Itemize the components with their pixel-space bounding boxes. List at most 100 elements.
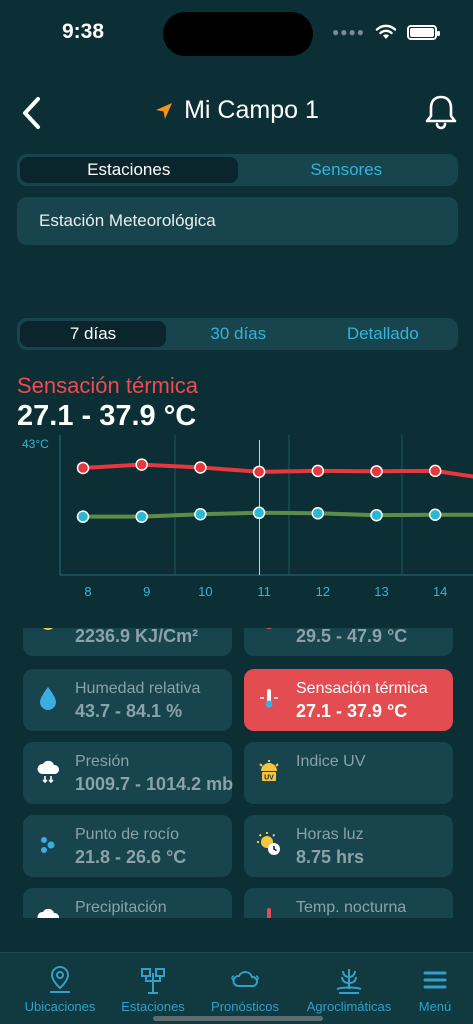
source-tabs: Estaciones Sensores bbox=[17, 154, 458, 186]
temperature-icon bbox=[256, 628, 282, 638]
daylight-clock-icon bbox=[256, 829, 282, 859]
station-selector[interactable]: Estación Meteorológica bbox=[17, 197, 458, 245]
series-0-point-4 bbox=[311, 464, 325, 478]
metric-value: 27.1 - 37.9 °C bbox=[17, 400, 197, 432]
card-daylight[interactable]: Horas luz 8.75 hrs bbox=[244, 815, 453, 877]
card-dew-point[interactable]: Punto de rocío 21.8 - 26.6 °C bbox=[23, 815, 232, 877]
series-1-point-4 bbox=[311, 507, 325, 520]
series-1-point-0 bbox=[76, 510, 90, 523]
card-pressure[interactable]: Presión 1009.7 - 1014.2 mb bbox=[23, 742, 234, 804]
tab-estaciones[interactable]: Estaciones bbox=[20, 157, 238, 183]
x-axis-ticks: 8 9 10 11 12 13 14 bbox=[84, 584, 447, 599]
card-night-temp-label: Temp. nocturna bbox=[296, 899, 407, 916]
dew-drops-icon bbox=[35, 829, 61, 859]
thermometer-icon bbox=[256, 683, 282, 713]
bottom-nav: Ubicaciones Estaciones Pronósticos bbox=[0, 952, 473, 1024]
chevron-left-icon bbox=[23, 97, 40, 129]
location-arrow-icon bbox=[156, 102, 173, 119]
station-icon bbox=[139, 965, 167, 995]
nav-pronosticos[interactable]: Pronósticos bbox=[208, 965, 282, 1014]
tab-30-dias[interactable]: 30 días bbox=[210, 324, 267, 343]
radiation-icon bbox=[35, 628, 61, 638]
card-temperature-value: 29.5 - 47.9 °C bbox=[296, 628, 408, 646]
nav-estaciones-label: Estaciones bbox=[121, 999, 185, 1014]
water-drop-icon bbox=[35, 683, 61, 713]
status-icons: ●●●● bbox=[332, 24, 440, 40]
range-tabs: 7 días 30 días Detallado bbox=[17, 318, 458, 350]
x-tick-label-4: 12 bbox=[316, 584, 330, 599]
card-dew-point-value: 21.8 - 26.6 °C bbox=[75, 847, 187, 867]
bell-icon bbox=[425, 95, 457, 130]
card-humidity-value: 43.7 - 84.1 % bbox=[75, 701, 183, 721]
status-bar: 9:38 ●●●● bbox=[0, 0, 473, 60]
series-1-point-5 bbox=[370, 508, 383, 522]
card-night-temp[interactable]: Temp. nocturna bbox=[244, 888, 453, 918]
x-tick-label-1: 9 bbox=[143, 584, 150, 599]
chart-series bbox=[82, 462, 473, 519]
svg-text:UV: UV bbox=[264, 775, 274, 782]
night-thermometer-icon bbox=[256, 902, 282, 918]
chart-grid bbox=[59, 435, 473, 576]
map-pin-icon bbox=[47, 965, 73, 995]
card-thermal[interactable]: Sensación térmica 27.1 - 37.9 °C bbox=[244, 669, 453, 731]
cloud-icon bbox=[230, 965, 260, 995]
nav-menu[interactable]: Menú bbox=[414, 965, 456, 1014]
wifi-icon bbox=[375, 24, 397, 39]
card-humidity-label: Humedad relativa bbox=[75, 680, 201, 697]
pressure-cloud-icon bbox=[35, 756, 61, 786]
x-tick-label-0: 8 bbox=[84, 584, 91, 599]
nav-menu-label: Menú bbox=[418, 999, 452, 1014]
home-indicator bbox=[153, 1016, 323, 1021]
card-thermal-value: 27.1 - 37.9 °C bbox=[296, 701, 408, 721]
series-1-point-6 bbox=[428, 508, 442, 521]
back-button[interactable] bbox=[16, 93, 50, 133]
card-daylight-value: 8.75 hrs bbox=[296, 847, 365, 867]
x-tick-label-5: 13 bbox=[374, 584, 388, 599]
card-pressure-label: Presión bbox=[75, 753, 130, 770]
tab-detallado[interactable]: Detallado bbox=[346, 324, 419, 343]
title-wrap: Mi Campo 1 bbox=[0, 96, 473, 125]
series-0-point-2 bbox=[194, 461, 207, 474]
card-uv-label: Indice UV bbox=[296, 753, 366, 770]
series-0-point-1 bbox=[135, 458, 148, 471]
nav-estaciones[interactable]: Estaciones bbox=[118, 965, 188, 1014]
camera-notch bbox=[163, 12, 313, 56]
nav-ubicaciones-label: Ubicaciones bbox=[24, 999, 96, 1014]
status-time: 9:38 bbox=[62, 20, 105, 43]
card-precipitation-label: Precipitación bbox=[75, 899, 167, 916]
metric-title: Sensación térmica bbox=[17, 373, 198, 398]
metric-cards: 2236.9 KJ/Cm² 29.5 - 47.9 °C Humedad rel… bbox=[0, 628, 473, 918]
uv-sun-icon: UV bbox=[256, 756, 282, 786]
chart-points bbox=[76, 458, 442, 523]
header: Mi Campo 1 bbox=[0, 88, 473, 138]
card-radiation-value: 2236.9 KJ/Cm² bbox=[75, 628, 199, 646]
card-daylight-label: Horas luz bbox=[296, 826, 364, 843]
hamburger-menu-icon bbox=[422, 965, 448, 995]
series-line-1 bbox=[83, 510, 473, 519]
y-axis-tick-label: 43°C bbox=[22, 437, 49, 451]
series-1-point-3 bbox=[252, 506, 266, 520]
nav-pronosticos-label: Pronósticos bbox=[211, 999, 279, 1014]
notifications-button[interactable] bbox=[423, 92, 459, 132]
x-tick-label-6: 14 bbox=[433, 584, 447, 599]
series-0-point-0 bbox=[76, 461, 90, 475]
card-thermal-label: Sensación térmica bbox=[296, 680, 428, 697]
card-pressure-value: 1009.7 - 1014.2 mb bbox=[75, 774, 234, 794]
card-humidity[interactable]: Humedad relativa 43.7 - 84.1 % bbox=[23, 669, 232, 731]
series-0-point-6 bbox=[428, 464, 442, 478]
plant-icon bbox=[334, 965, 364, 995]
series-1-point-2 bbox=[194, 508, 207, 521]
card-precipitation[interactable]: Precipitación bbox=[23, 888, 232, 918]
card-radiation[interactable]: 2236.9 KJ/Cm² bbox=[23, 628, 232, 656]
nav-agroclimaticas[interactable]: Agroclimáticas bbox=[303, 965, 395, 1014]
card-temperature[interactable]: 29.5 - 47.9 °C bbox=[244, 628, 453, 656]
card-uv[interactable]: UV Indice UV bbox=[244, 742, 453, 804]
x-tick-label-3: 11 bbox=[257, 584, 271, 599]
x-tick-label-2: 10 bbox=[198, 584, 212, 599]
nav-agroclimaticas-label: Agroclimáticas bbox=[306, 999, 392, 1014]
tab-sensores[interactable]: Sensores bbox=[310, 160, 383, 179]
nav-ubicaciones[interactable]: Ubicaciones bbox=[22, 965, 98, 1014]
tab-7-dias[interactable]: 7 días bbox=[20, 321, 166, 347]
series-line-0 bbox=[82, 462, 473, 479]
thermal-chart[interactable]: 43°C 8 9 10 11 12 13 14 bbox=[0, 430, 473, 605]
